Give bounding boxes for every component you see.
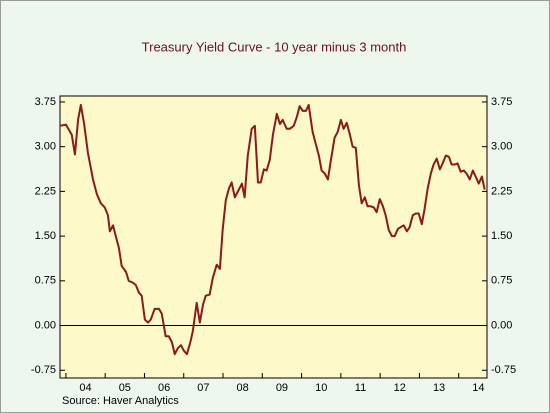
data-line	[59, 103, 486, 356]
y-tick-label: -0.75	[31, 364, 56, 376]
x-tick-label: 09	[276, 382, 288, 394]
source-note: Source: Haver Analytics	[62, 395, 179, 407]
y2-tick-label: 3.75	[491, 96, 512, 108]
y2-tick-label: 3.00	[491, 141, 512, 153]
y2-tick-label: 2.25	[491, 185, 512, 197]
plot-area	[59, 95, 488, 379]
y-tick-label: 0.75	[35, 275, 56, 287]
x-tick-label: 10	[315, 382, 327, 394]
y2-tick-label: 0.00	[491, 319, 512, 331]
x-tick-label: 07	[197, 382, 209, 394]
x-tick-label: 13	[433, 382, 445, 394]
chart-title: Treasury Yield Curve - 10 year minus 3 m…	[142, 39, 407, 54]
x-tick-label: 08	[237, 382, 249, 394]
y2-tick-label: 0.75	[491, 275, 512, 287]
x-tick-label: 14	[472, 382, 484, 394]
x-tick-label: 04	[79, 382, 91, 394]
y-tick-label: 0.00	[35, 319, 56, 331]
x-tick-label: 12	[394, 382, 406, 394]
y2-tick-label: 1.50	[491, 230, 512, 242]
x-tick-label: 06	[158, 382, 170, 394]
y-tick-label: 2.25	[35, 185, 56, 197]
x-tick-label: 11	[355, 382, 366, 394]
y-tick-label: 1.50	[35, 230, 56, 242]
y-tick-label: 3.00	[35, 141, 56, 153]
x-tick-label: 05	[119, 382, 131, 394]
y-tick-label: 3.75	[35, 96, 56, 108]
y2-tick-label: -0.75	[491, 364, 516, 376]
